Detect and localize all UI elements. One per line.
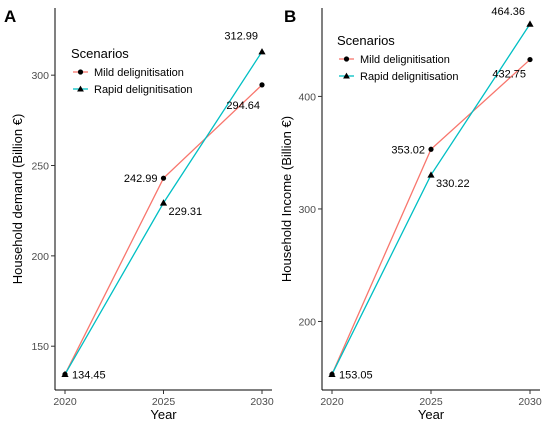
legend-key-triangle — [77, 85, 84, 92]
data-label: 464.36 — [491, 6, 525, 18]
x-axis-title: Year — [418, 407, 445, 422]
data-label: 229.31 — [169, 206, 203, 218]
data-point-mild — [160, 175, 167, 181]
legend-entry-label: Mild delignitisation — [360, 54, 450, 66]
x-tick-label: 2020 — [53, 396, 77, 408]
legend-key-circle — [343, 56, 350, 62]
data-point-rapid — [427, 171, 435, 178]
x-tick-label: 2030 — [518, 396, 542, 408]
legend-key-triangle — [343, 72, 350, 79]
legend-title: Scenarios — [71, 46, 129, 61]
y-tick-label: 200 — [298, 316, 316, 328]
data-point-mild — [527, 56, 533, 63]
data-label: 312.99 — [224, 31, 258, 43]
data-label: 242.99 — [124, 173, 158, 185]
panel-letter: B — [284, 7, 296, 26]
y-axis-title: Household demand (Billion €) — [10, 114, 25, 285]
x-axis-title: Year — [150, 407, 177, 422]
data-label: 432.75 — [492, 69, 526, 81]
data-point-mild — [428, 146, 434, 152]
data-label: 134.45 — [72, 369, 106, 381]
series-line-mild — [64, 84, 263, 375]
data-point-rapid — [61, 370, 69, 377]
data-point-mild — [259, 82, 265, 88]
y-tick-label: 150 — [31, 341, 49, 353]
y-tick-label: 300 — [31, 70, 49, 82]
x-tick-label: 2025 — [419, 396, 443, 408]
data-point-rapid — [328, 370, 336, 377]
panel-letter: A — [4, 7, 16, 26]
data-label: 353.02 — [391, 144, 425, 156]
panel-a: A 150 200 250 300 2020 2025 2030 Year Household d… — [4, 7, 274, 422]
data-point-rapid — [526, 20, 534, 27]
legend-title: Scenarios — [337, 33, 395, 48]
data-label: 153.05 — [339, 369, 373, 381]
y-tick-label: 250 — [31, 161, 49, 173]
panel-b: B 200 300 400 2020 2025 2030 Year Household Inco… — [279, 6, 542, 422]
data-label: 294.64 — [226, 100, 260, 112]
legend-key-circle — [77, 69, 84, 75]
y-tick-label: 400 — [298, 91, 316, 103]
x-tick-label: 2025 — [152, 396, 176, 408]
y-tick-label: 300 — [298, 204, 316, 216]
data-point-rapid — [258, 48, 266, 55]
x-tick-label: 2020 — [320, 396, 344, 408]
x-tick-label: 2030 — [250, 396, 274, 408]
data-point-rapid — [159, 199, 168, 206]
legend-entry-label: Mild delignitisation — [94, 67, 184, 79]
data-label: 330.22 — [436, 178, 470, 190]
series-line-mild — [331, 59, 531, 375]
legend-entry-label: Rapid delignitisation — [94, 84, 192, 96]
y-tick-label: 200 — [31, 251, 49, 263]
y-axis-title: Household Income (Billion €) — [279, 116, 294, 282]
legend-entry-label: Rapid delignitisation — [360, 71, 458, 83]
